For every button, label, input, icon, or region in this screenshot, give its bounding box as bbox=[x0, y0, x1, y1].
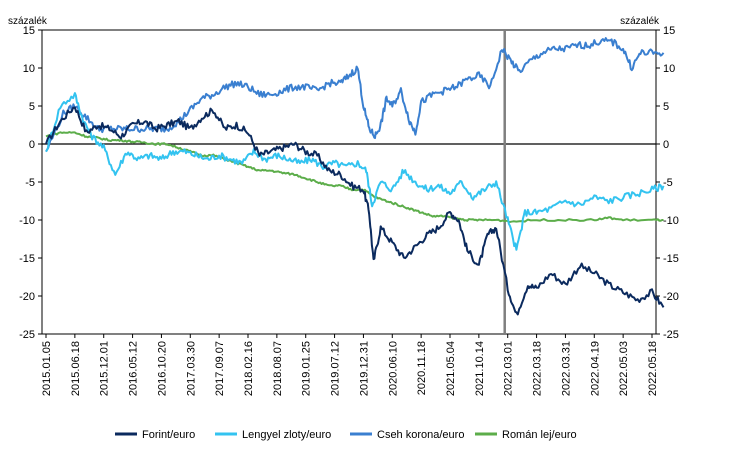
series-line-0 bbox=[45, 106, 665, 316]
right-tick-label: 15 bbox=[663, 25, 675, 37]
right-tick-label: -20 bbox=[663, 291, 679, 303]
x-tick-label: 2015.01.05 bbox=[41, 341, 53, 396]
right-tick-label: 0 bbox=[663, 139, 669, 151]
x-tick-label: 2021.10.14 bbox=[474, 341, 486, 396]
left-tick-label: 5 bbox=[29, 101, 35, 113]
right-tick-label: -15 bbox=[663, 253, 679, 265]
x-tick-label: 2018.08.07 bbox=[272, 341, 284, 396]
x-tick-label: 2022.03.31 bbox=[560, 341, 572, 396]
x-tick-label: 2022.05.18 bbox=[647, 341, 659, 396]
series-line-1 bbox=[45, 92, 665, 251]
series-line-2 bbox=[45, 37, 665, 153]
left-tick-label: 0 bbox=[29, 139, 35, 151]
x-tick-label: 2019.01.25 bbox=[301, 341, 313, 396]
legend-label: Lengyel zloty/euro bbox=[242, 429, 331, 441]
x-tick-label: 2015.12.01 bbox=[99, 341, 111, 396]
x-tick-label: 2015.06.18 bbox=[70, 341, 82, 396]
x-tick-label: 2016.10.20 bbox=[156, 341, 168, 396]
right-axis-ticks: 15 10 5 0 -5 -10 -15 -20 -25 bbox=[656, 25, 679, 341]
right-tick-label: -10 bbox=[663, 215, 679, 227]
x-tick-label: 2019.12.31 bbox=[358, 341, 370, 396]
right-tick-label: 5 bbox=[663, 101, 669, 113]
left-tick-label: 10 bbox=[23, 63, 35, 75]
left-tick-label: -25 bbox=[19, 329, 35, 341]
x-tick-label: 2022.04.19 bbox=[589, 341, 601, 396]
legend-label: Cseh korona/euro bbox=[377, 429, 464, 441]
x-tick-label: 2022.05.03 bbox=[618, 341, 630, 396]
legend-label: Román lej/euro bbox=[502, 429, 577, 441]
left-tick-label: 15 bbox=[23, 25, 35, 37]
x-tick-label: 2018.02.16 bbox=[243, 341, 255, 396]
x-tick-label: 2021.05.04 bbox=[445, 341, 457, 396]
x-tick-label: 2017.09.07 bbox=[214, 341, 226, 396]
x-tick-label: 2019.07.12 bbox=[330, 341, 342, 396]
series-lines bbox=[45, 37, 665, 316]
x-tick-label: 2020.11.18 bbox=[416, 341, 428, 395]
series-line-3 bbox=[45, 131, 664, 224]
right-tick-label: 10 bbox=[663, 63, 675, 75]
x-tick-label: 2020.06.10 bbox=[387, 341, 399, 396]
x-tick-label: 2016.05.12 bbox=[128, 341, 140, 396]
legend: Forint/euro Lengyel zloty/euro Cseh korona… bbox=[115, 429, 577, 441]
x-axis-ticks: 2015.01.05 2015.06.18 2015.12.01 2016.05.12… bbox=[41, 334, 659, 396]
x-tick-label: 2017.03.30 bbox=[185, 341, 197, 396]
x-tick-label: 2022.03.18 bbox=[532, 341, 544, 396]
right-tick-label: -25 bbox=[663, 329, 679, 341]
left-tick-label: -15 bbox=[19, 253, 35, 265]
left-tick-label: -10 bbox=[19, 215, 35, 227]
legend-label: Forint/euro bbox=[142, 429, 195, 441]
right-tick-label: -5 bbox=[663, 177, 673, 189]
left-tick-label: -5 bbox=[25, 177, 35, 189]
left-axis-ticks: 15 10 5 0 -5 -10 -15 -20 -25 bbox=[19, 25, 42, 341]
x-tick-label: 2022.03.01 bbox=[503, 341, 515, 396]
right-unit-label: százalék bbox=[620, 16, 660, 27]
left-unit-label: százalék bbox=[8, 16, 48, 27]
left-tick-label: -20 bbox=[19, 291, 35, 303]
